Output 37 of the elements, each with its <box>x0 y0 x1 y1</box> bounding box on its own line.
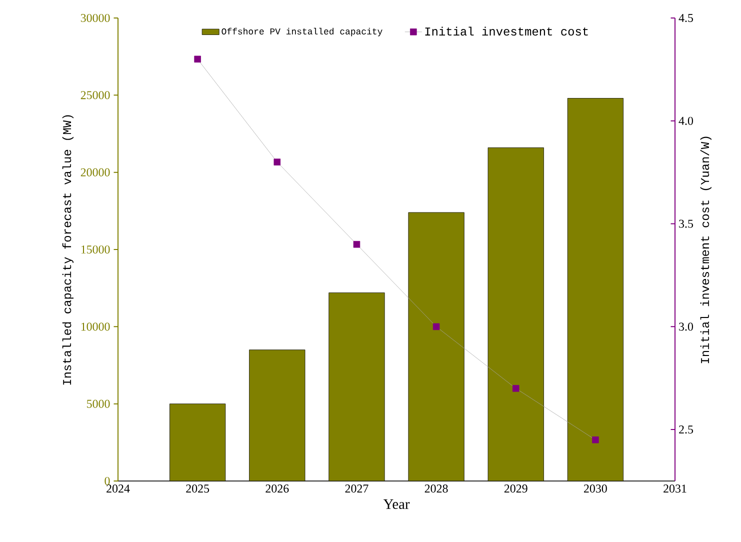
y-tick-label: 30000 <box>80 14 110 22</box>
x-tick-label: 2028 <box>424 484 448 493</box>
y-tick-label: 15000 <box>81 245 110 254</box>
point <box>274 158 281 166</box>
y-tick-label: 5000 <box>87 400 110 408</box>
x-tick-label: 2030 <box>584 484 607 493</box>
y2-tick-label: 2.5 <box>679 426 694 434</box>
bar <box>328 292 385 482</box>
bar <box>408 212 464 482</box>
y2-tick-label: 4.0 <box>678 116 694 125</box>
point <box>592 436 599 444</box>
point <box>432 323 440 330</box>
x-tick-label: 2026 <box>266 484 289 493</box>
y-tick-label: 10000 <box>81 322 110 331</box>
bar <box>170 404 226 482</box>
x-tick-label: 2027 <box>345 484 368 493</box>
y2-tick-label: 3.0 <box>679 322 694 331</box>
y2-axis-title: Initial investment cost (Yuan/W) <box>700 136 712 364</box>
y2-tick-label: 3.5 <box>679 220 694 228</box>
legend-label: Offshore PV installed capacity <box>222 28 382 36</box>
bar <box>249 350 306 482</box>
bar <box>488 147 544 482</box>
y-axis-title: Installed capacity forecast value (MW) <box>62 115 74 385</box>
x-tick-label: 2029 <box>504 484 528 493</box>
y2-tick-label: 4.5 <box>678 14 694 22</box>
bar <box>567 98 624 482</box>
x-axis-title: Year <box>383 499 410 509</box>
point <box>194 56 201 63</box>
y-tick-label: 20000 <box>80 168 110 176</box>
legend-label: Initial investment cost <box>425 26 588 36</box>
y-tick-label: 25000 <box>80 91 110 100</box>
x-tick-label: 2031 <box>664 484 686 493</box>
point <box>353 240 360 248</box>
x-tick-label: 2025 <box>186 484 210 493</box>
point <box>512 385 520 392</box>
x-tick-label: 2024 <box>106 484 130 493</box>
y-tick-label: 0 <box>104 476 110 486</box>
